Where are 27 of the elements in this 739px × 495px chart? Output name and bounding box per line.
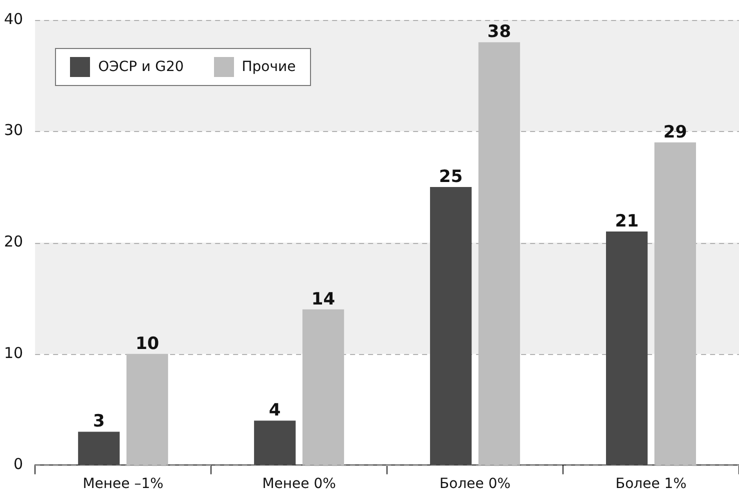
x-tick-label: Более 0% [440, 476, 511, 492]
bar [254, 420, 296, 466]
legend-label: Прочие [242, 59, 296, 75]
data-label: 38 [487, 22, 512, 42]
legend-label: ОЭСР и G20 [98, 59, 184, 75]
bar [606, 231, 648, 466]
y-tick-label: 30 [4, 121, 24, 140]
data-label: 4 [268, 400, 281, 421]
bar [78, 432, 120, 466]
data-label: 10 [135, 334, 160, 354]
data-label: 14 [311, 289, 336, 310]
data-label: 3 [92, 412, 105, 432]
y-tick-label: 0 [14, 455, 24, 474]
x-tick-label: Менее 0% [262, 476, 336, 492]
bar [302, 309, 344, 466]
y-tick-label: 20 [4, 232, 24, 250]
y-tick-label: 10 [4, 344, 24, 362]
data-label: 25 [439, 166, 463, 187]
data-label: 21 [614, 211, 639, 232]
bar [478, 42, 520, 466]
bar [126, 354, 168, 466]
y-tick-label: 40 [4, 10, 24, 28]
bar [430, 186, 472, 466]
x-tick-label: Менее –1% [82, 476, 164, 492]
data-label: 29 [663, 122, 688, 142]
bar [654, 142, 696, 466]
x-tick-label: Более 1% [616, 476, 687, 492]
